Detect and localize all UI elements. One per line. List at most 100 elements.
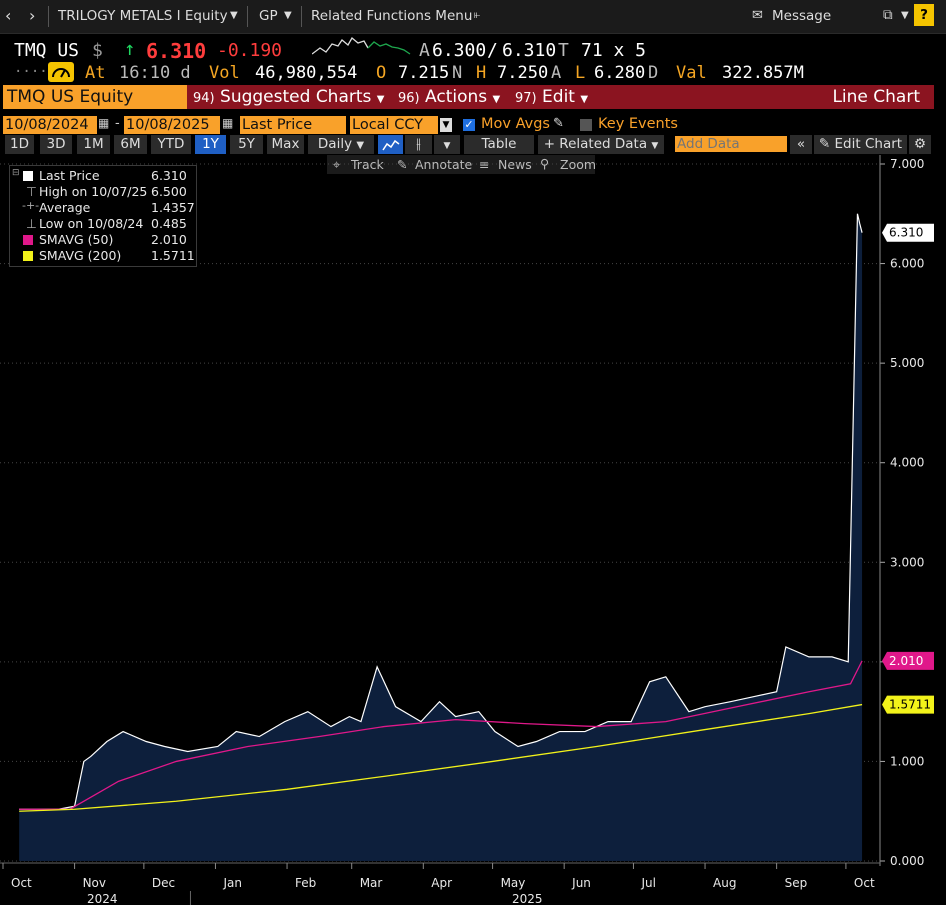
collapse-icon[interactable]: ⊟: [12, 168, 20, 178]
zoom-button[interactable]: Zoom: [560, 157, 597, 172]
double-chevron-left-icon: «: [796, 136, 806, 152]
x-tick-label: May: [501, 876, 526, 890]
chevron-down-icon[interactable]: ▼: [901, 10, 909, 21]
pencil-icon: ✎: [818, 136, 831, 152]
sma200-line[interactable]: [19, 703, 863, 812]
settings-button[interactable]: ⚙: [909, 135, 931, 154]
x-tick-label: Jun: [571, 876, 591, 890]
field-value: Last Price: [242, 117, 313, 133]
window-icon[interactable]: ⧉: [883, 7, 893, 23]
bid-ask-size: 71 x 5: [581, 40, 647, 61]
chevron-down-icon[interactable]: ▼: [284, 10, 292, 21]
sma50-line[interactable]: [19, 660, 863, 810]
start-date-field[interactable]: 10/08/2024: [3, 116, 97, 134]
legend-label: High on 10/07/25: [39, 184, 148, 199]
actions-menu[interactable]: 96) Actions ▼: [394, 85, 512, 109]
range-max[interactable]: Max: [267, 135, 304, 154]
average-marker-icon: -+-: [22, 199, 40, 212]
menu-number: 96): [398, 91, 420, 106]
legend-last-price: Last Price 6.310: [10, 168, 196, 184]
suggested-charts-menu[interactable]: 94) Suggested Charts ▼: [187, 85, 397, 109]
volume: 46,980,554: [255, 63, 358, 83]
range-ytd[interactable]: YTD: [151, 135, 191, 154]
add-data-input[interactable]: [675, 136, 787, 152]
range-3d[interactable]: 3D: [40, 135, 72, 154]
chevron-down-icon: ▼: [356, 140, 365, 151]
chevron-down-icon[interactable]: ▼: [230, 10, 238, 21]
chevron-down-icon: ▼: [492, 94, 501, 105]
message-button[interactable]: Message: [772, 8, 832, 24]
low-marker-icon: ⊥: [26, 216, 37, 231]
bar-chart-button[interactable]: ⫲: [405, 135, 432, 154]
collapse-button[interactable]: «: [790, 135, 812, 154]
edit-chart-label: Edit Chart: [834, 136, 903, 152]
price-line[interactable]: [19, 213, 863, 810]
annotate-icon[interactable]: ✎: [397, 157, 408, 172]
ask: 6.310: [502, 40, 557, 61]
table-label: Table: [481, 136, 517, 152]
x-tick-label: Oct: [11, 876, 32, 890]
y-tick-label: 7.000: [890, 157, 924, 171]
legend-label: SMAVG (200): [39, 248, 122, 263]
field-selector[interactable]: Last Price: [240, 116, 346, 134]
edit-menu[interactable]: 97) Edit ▼: [511, 85, 597, 109]
key-events-label: Key Events: [598, 116, 678, 132]
end-date-value: 10/08/2025: [126, 117, 210, 133]
line-chart-button[interactable]: [378, 135, 403, 154]
range-1d[interactable]: 1D: [5, 135, 34, 154]
y-tick-label: 3.000: [890, 555, 924, 569]
related-data-button[interactable]: + Related Data ▼: [538, 135, 664, 154]
chevron-down-icon: ▼: [443, 141, 451, 151]
help-button[interactable]: ?: [914, 4, 934, 26]
end-date-field[interactable]: 10/08/2025: [124, 116, 220, 134]
sma50-tag-bg: [882, 651, 934, 670]
gauge-icon[interactable]: [48, 62, 74, 82]
range-label: 5Y: [238, 136, 255, 152]
related-functions-menu[interactable]: Related Functions Menu: [311, 8, 473, 24]
range-6m[interactable]: 6M: [114, 135, 147, 154]
frequency-selector[interactable]: Daily ▼: [308, 135, 374, 154]
edit-chart-button[interactable]: ✎ Edit Chart: [814, 135, 907, 154]
currency-selector[interactable]: Local CCY: [350, 116, 438, 134]
security-selector[interactable]: TRILOGY METALS I Equity: [58, 8, 228, 24]
chart-legend[interactable]: ⊟ Last Price 6.310 ⊤ High on 10/07/25 6.…: [9, 165, 197, 267]
price-chart[interactable]: 7.0006.0005.0004.0003.0002.0001.0000.000…: [0, 155, 946, 905]
double-chevron-icon[interactable]: ⫦: [474, 8, 481, 21]
gp-selector[interactable]: GP: [259, 8, 278, 24]
envelope-icon[interactable]: ✉: [752, 8, 763, 23]
pencil-icon[interactable]: ✎: [553, 116, 564, 131]
y-tick-label: 5.000: [890, 356, 924, 370]
mov-avgs-checkbox[interactable]: ✓: [463, 118, 475, 131]
x-year-label: 2025: [512, 892, 543, 905]
menu-number: 97): [515, 91, 537, 106]
track-button[interactable]: Track: [351, 157, 384, 172]
x-tick-label: Jul: [640, 876, 655, 890]
calendar-icon[interactable]: ▦: [222, 116, 234, 130]
back-icon[interactable]: ‹: [5, 6, 12, 25]
range-1y[interactable]: 1Y: [195, 135, 226, 154]
chart-style-dropdown[interactable]: ▼: [434, 135, 460, 154]
sma200-tag: 1.5711: [889, 698, 931, 712]
legend-low: ⊥ Low on 10/08/24 0.485: [10, 216, 196, 232]
legend-swatch: [23, 171, 33, 181]
equity-field[interactable]: TMQ US Equity: [3, 85, 187, 109]
forward-icon[interactable]: ›: [29, 6, 36, 25]
frequency-label: Daily: [317, 136, 353, 152]
legend-label: Average: [39, 200, 91, 215]
calendar-icon[interactable]: ▦: [98, 116, 110, 130]
actions-label: Actions: [425, 87, 488, 107]
chevron-down-icon[interactable]: ▼: [440, 118, 452, 132]
legend-swatch: [23, 251, 33, 261]
low-suffix: D: [648, 63, 659, 83]
range-1m[interactable]: 1M: [77, 135, 110, 154]
range-5y[interactable]: 5Y: [230, 135, 263, 154]
key-events-checkbox[interactable]: [580, 119, 592, 131]
val-label: Val: [676, 63, 707, 83]
news-button[interactable]: News: [498, 157, 532, 172]
legend-high: ⊤ High on 10/07/25 6.500: [10, 184, 196, 200]
table-button[interactable]: Table: [464, 135, 534, 154]
x-tick-label: Feb: [295, 876, 316, 890]
annotate-button[interactable]: Annotate: [415, 157, 473, 172]
currency: $: [92, 40, 103, 61]
legend-value: 6.500: [151, 184, 187, 199]
